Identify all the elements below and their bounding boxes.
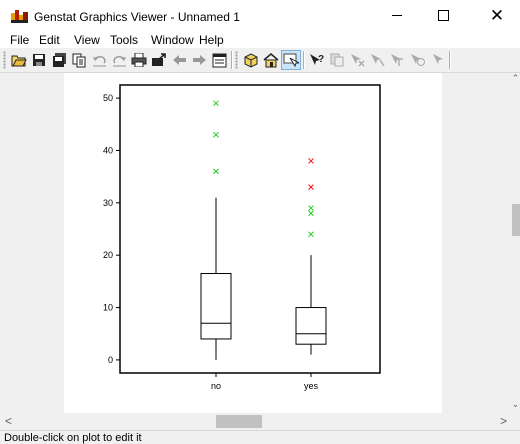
outlier-marker xyxy=(213,168,219,175)
toolbar-separator xyxy=(231,51,233,69)
x-tick-label: yes xyxy=(304,381,319,391)
outlier-cross-stroke xyxy=(308,210,314,217)
open-icon[interactable] xyxy=(9,50,29,70)
y-tick-label: 10 xyxy=(103,303,113,313)
outlier-marker xyxy=(308,231,314,238)
maximize-button[interactable] xyxy=(420,0,466,31)
status-text: Double-click on plot to edit it xyxy=(4,432,142,444)
close-button[interactable]: ✕ xyxy=(474,0,520,31)
outlier-cross-stroke xyxy=(213,168,219,175)
vertical-scroll-thumb[interactable] xyxy=(512,204,520,236)
graph-window: 0 10 20 30 40 50 no yes xyxy=(0,73,511,413)
menu-edit[interactable]: Edit xyxy=(39,33,60,47)
outlier-cross-stroke xyxy=(308,231,314,238)
help-icon[interactable]: ? xyxy=(307,50,327,70)
outlier-marker xyxy=(213,131,219,138)
menu-bar: File Edit View Tools Window Help xyxy=(0,31,520,48)
horizontal-scroll-thumb[interactable] xyxy=(216,415,262,428)
y-tick-label: 30 xyxy=(103,198,113,208)
outlier-marker xyxy=(308,158,314,164)
copy-icon[interactable] xyxy=(69,50,89,70)
pointer-help-icon[interactable] xyxy=(407,50,427,70)
outlier-cross-stroke xyxy=(308,205,314,211)
pointer-icon[interactable] xyxy=(387,50,407,70)
outlier-cross-stroke xyxy=(213,100,219,107)
pointer2-icon[interactable] xyxy=(427,50,447,70)
save-icon[interactable] xyxy=(29,50,49,70)
scroll-down-icon[interactable]: ⌄ xyxy=(511,399,520,409)
home-icon[interactable] xyxy=(261,50,281,70)
outlier-cross-stroke xyxy=(308,184,314,190)
outlier-cross-stroke xyxy=(308,158,314,164)
toolbar-separator xyxy=(449,51,451,69)
menu-help[interactable]: Help xyxy=(199,33,224,47)
y-tick-label: 40 xyxy=(103,145,113,155)
scroll-left-icon[interactable]: < xyxy=(5,414,13,428)
3d-icon[interactable] xyxy=(241,50,261,70)
previous-icon[interactable] xyxy=(169,50,189,70)
scroll-right-icon[interactable]: > xyxy=(500,414,508,428)
box-no xyxy=(200,273,232,340)
y-tick-label: 20 xyxy=(103,250,113,260)
outlier-marker xyxy=(213,100,219,107)
minimize-button[interactable] xyxy=(374,0,420,31)
maximize-icon xyxy=(437,10,449,21)
svg-text:?: ? xyxy=(318,54,324,65)
outlier-marker xyxy=(308,210,314,217)
redo-icon[interactable] xyxy=(109,50,129,70)
scroll-up-icon[interactable]: ⌃ xyxy=(511,73,520,83)
menu-window[interactable]: Window xyxy=(151,33,194,47)
y-tick-label: 50 xyxy=(103,93,113,103)
box-yes xyxy=(295,307,327,345)
minimize-icon xyxy=(392,15,402,16)
select-icon[interactable] xyxy=(281,50,301,70)
arrow-icon[interactable] xyxy=(367,50,387,70)
plot-canvas[interactable]: 0 10 20 30 40 50 no yes xyxy=(64,73,442,413)
save-all-icon[interactable] xyxy=(49,50,69,70)
menu-file[interactable]: File xyxy=(10,33,30,47)
properties-icon[interactable] xyxy=(209,50,229,70)
window-title: Genstat Graphics Viewer - Unnamed 1 xyxy=(34,10,240,24)
boxplot-chart[interactable]: 0 10 20 30 40 50 no yes xyxy=(64,73,442,413)
outlier-cross-stroke xyxy=(213,131,219,138)
cross-icon[interactable] xyxy=(347,50,367,70)
menu-tools[interactable]: Tools xyxy=(110,33,139,47)
vertical-scrollbar[interactable]: ⌃ ⌄ xyxy=(511,73,520,413)
y-tick-label: 0 xyxy=(108,355,113,365)
toolbar-grip[interactable] xyxy=(3,51,6,69)
next-icon[interactable] xyxy=(189,50,209,70)
x-tick-label: no xyxy=(211,381,221,391)
print-icon[interactable] xyxy=(129,50,149,70)
status-bar: Double-click on plot to edit it xyxy=(0,430,520,444)
toolbar-separator xyxy=(303,51,305,69)
outlier-marker xyxy=(308,205,314,211)
menu-view[interactable]: View xyxy=(74,33,100,47)
horizontal-scrollbar[interactable]: < > xyxy=(0,413,520,430)
outlier-marker xyxy=(308,184,314,190)
title-bar: Genstat Graphics Viewer - Unnamed 1 ✕ xyxy=(0,0,520,31)
close-icon: ✕ xyxy=(489,6,505,25)
toolbar: ? xyxy=(0,48,520,73)
export-icon[interactable] xyxy=(149,50,169,70)
plot-frame xyxy=(119,84,381,374)
edit-icon[interactable] xyxy=(327,50,347,70)
undo-icon[interactable] xyxy=(89,50,109,70)
genstat-app-icon xyxy=(11,10,28,23)
toolbar-grip[interactable] xyxy=(235,51,238,69)
